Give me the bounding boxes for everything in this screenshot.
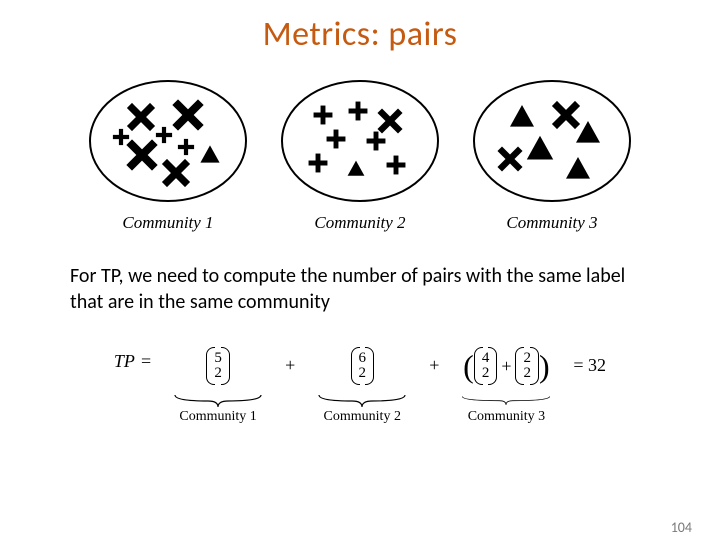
plus-op: + [501, 356, 511, 377]
explanation-text: For TP, we need to compute the number of… [70, 263, 650, 315]
community-circle-icon [470, 77, 634, 205]
page-number: 104 [671, 519, 692, 536]
community-circle-icon [86, 77, 250, 205]
community-label: Community 1 [122, 213, 213, 233]
formula-lhs: TP= [114, 343, 151, 372]
slide-title: Metrics: pairs [0, 14, 720, 55]
term-label: Community 3 [468, 409, 545, 425]
binomial: 62 [357, 349, 369, 383]
communities-diagram: Community 1 Community 2 Community 3 [0, 77, 720, 233]
formula: TP= 52 Community 1 + 62 Community 2 + (4… [0, 343, 720, 425]
plus-op: + [429, 343, 439, 376]
underbrace-icon [317, 393, 407, 407]
formula-result: = 32 [573, 343, 606, 376]
community-label: Community 3 [506, 213, 597, 233]
community-2: Community 2 [278, 77, 442, 233]
formula-term-1: 52 Community 1 [173, 343, 263, 425]
community-1: Community 1 [86, 77, 250, 233]
paren-close: ) [539, 350, 550, 382]
underbrace-icon [461, 393, 551, 407]
underbrace-icon [173, 393, 263, 407]
formula-term-3: (42 +22) Community 3 [461, 343, 551, 425]
paren-open: ( [463, 350, 474, 382]
community-circle-icon [278, 77, 442, 205]
term-label: Community 1 [179, 409, 256, 425]
term-label: Community 2 [324, 409, 401, 425]
binomial: 22 [521, 349, 533, 383]
community-label: Community 2 [314, 213, 405, 233]
binomial: 42 [480, 349, 492, 383]
community-3: Community 3 [470, 77, 634, 233]
formula-term-2: 62 Community 2 [317, 343, 407, 425]
plus-op: + [285, 343, 295, 376]
binomial: 52 [212, 349, 224, 383]
